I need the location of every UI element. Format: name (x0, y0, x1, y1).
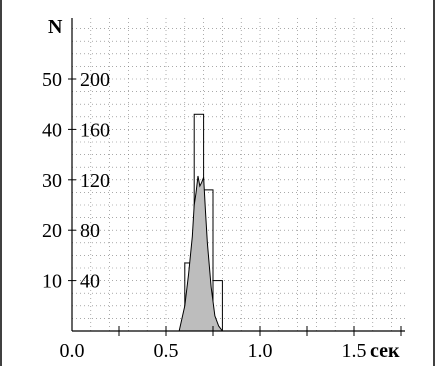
x-tick-label: 0.5 (154, 340, 179, 362)
x-axis-title: сек (370, 340, 400, 362)
y-right-tick-label: 160 (80, 119, 110, 141)
y-left-tick-label: 20 (42, 220, 62, 242)
y-axis-title: N (48, 16, 63, 38)
y-right-tick-label: 80 (80, 220, 100, 242)
y-left-tick-label: 30 (42, 170, 62, 192)
y-right-tick-label: 200 (80, 69, 110, 91)
x-tick-label: 1.0 (248, 340, 273, 362)
distribution-area (178, 175, 224, 332)
filled-area-series (178, 175, 224, 332)
tick-labels: 10 20 30 40 50 40 80 120 160 200 0.0 0.5 1.0 1.5 (42, 69, 367, 362)
x-tick-label: 1.5 (342, 340, 367, 362)
x-tick-label: 0.0 (60, 340, 85, 362)
axes (68, 18, 405, 336)
y-left-tick-label: 50 (42, 69, 62, 91)
grid (72, 18, 405, 331)
y-left-tick-label: 40 (42, 119, 62, 141)
y-left-tick-label: 10 (42, 271, 62, 293)
y-right-tick-label: 120 (80, 170, 110, 192)
y-right-tick-label: 40 (80, 271, 100, 293)
